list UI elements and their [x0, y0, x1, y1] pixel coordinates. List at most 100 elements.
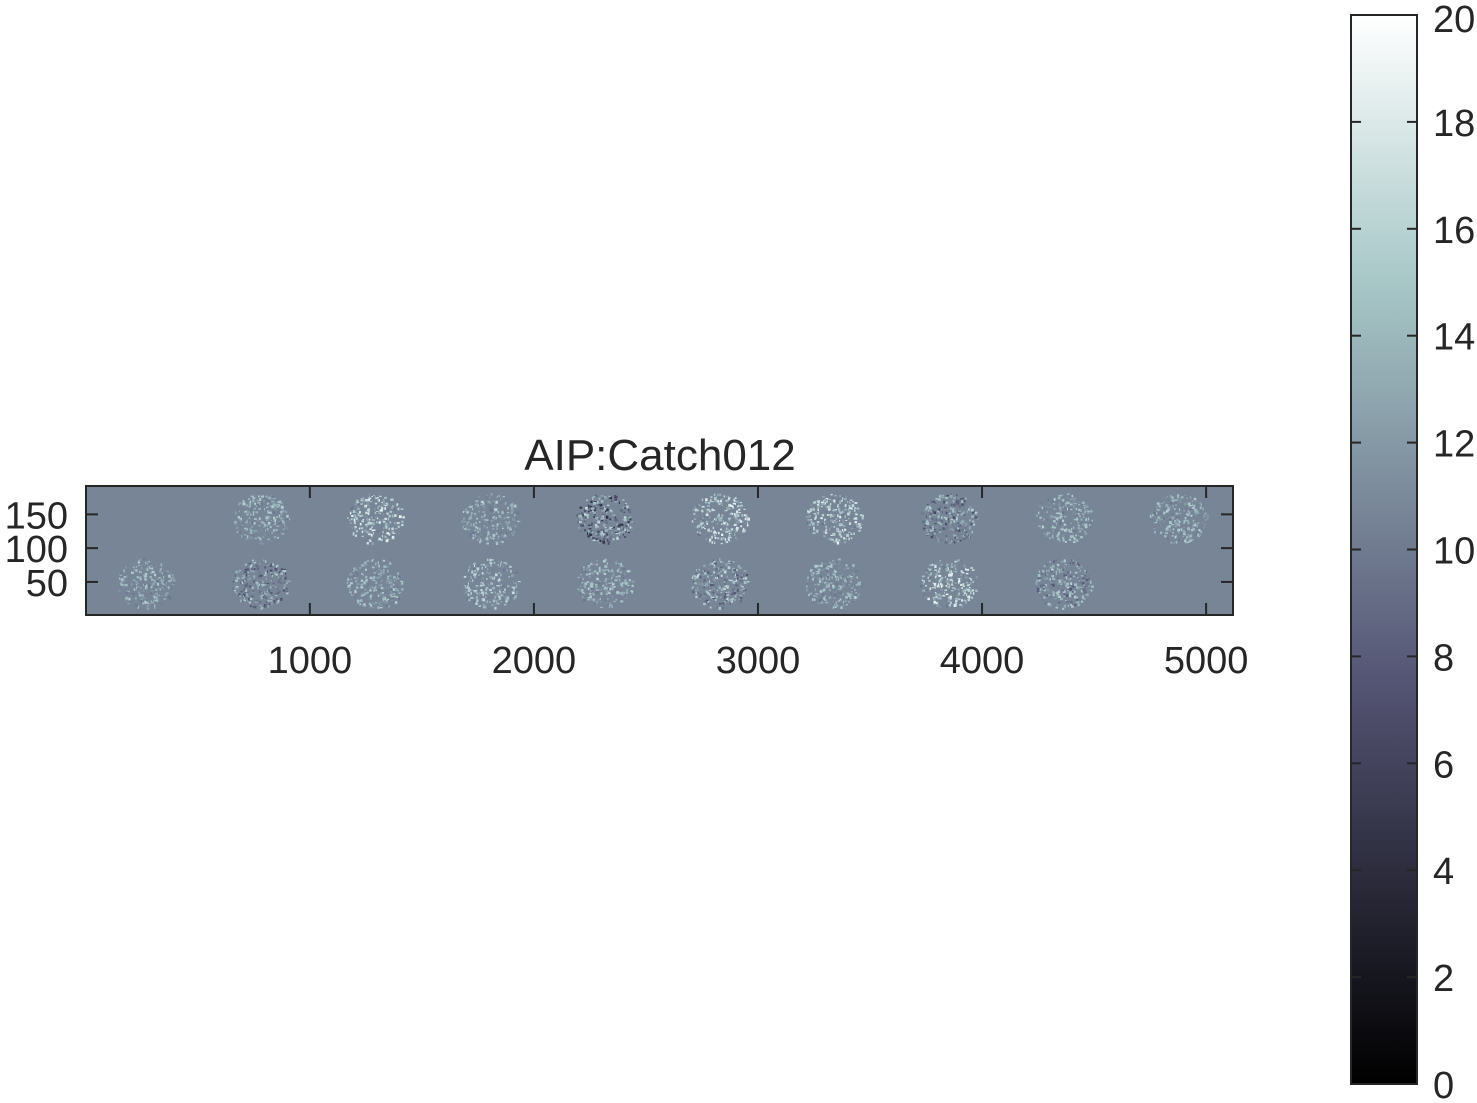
tile-pixel	[697, 581, 700, 584]
tile-pixel	[357, 600, 359, 604]
tile-pixel	[1044, 601, 1046, 605]
tile-pixel	[932, 582, 934, 584]
tile-pixel	[249, 597, 252, 601]
tile-pixel	[850, 577, 852, 581]
tile-pixel	[486, 591, 490, 594]
tile-pixel	[597, 572, 599, 575]
tile-pixel	[594, 603, 596, 606]
tile-pixel	[968, 526, 972, 530]
tile-pixel	[608, 600, 611, 602]
tile-pixel	[1159, 518, 1162, 522]
tile-pixel	[147, 592, 150, 594]
tile-pixel	[382, 600, 385, 603]
tile-pixel	[856, 576, 858, 578]
tile-pixel	[1066, 504, 1069, 506]
tile-pixel	[271, 586, 274, 589]
tile-pixel	[812, 598, 814, 601]
tile-pixel	[711, 533, 715, 537]
tile-pixel	[163, 576, 166, 580]
tile-pixel	[1154, 531, 1156, 534]
tile-pixel	[695, 573, 698, 576]
tile-pixel	[1149, 514, 1152, 518]
tile-pixel	[822, 503, 825, 506]
tile-pixel	[589, 595, 592, 599]
tile-pixel	[1183, 519, 1187, 522]
tile-pixel	[501, 534, 504, 536]
tile-pixel	[701, 522, 704, 525]
tile-pixel	[708, 540, 711, 543]
tile-pixel	[481, 517, 483, 521]
tile-pixel	[1087, 570, 1091, 572]
tile-pixel	[484, 513, 486, 516]
tile-pixel	[948, 599, 950, 603]
tile-pixel	[957, 529, 960, 532]
tile-pixel	[509, 528, 512, 531]
tile-pixel	[171, 577, 175, 580]
tile-pixel	[388, 527, 390, 531]
tile-pixel	[1156, 502, 1160, 505]
tile-pixel	[945, 567, 948, 571]
tile-pixel	[824, 502, 826, 506]
tile-pixel	[247, 590, 250, 592]
tile-pixel	[245, 584, 249, 587]
tile-pixel	[371, 542, 375, 546]
tile-pixel	[715, 496, 718, 499]
tile-pixel	[242, 503, 244, 506]
tile-pixel	[747, 581, 750, 583]
tile-pixel	[169, 579, 172, 582]
tile-pixel	[582, 516, 586, 519]
tile-pixel	[926, 503, 929, 507]
tile-pixel	[844, 498, 847, 501]
tile-pixel	[710, 521, 714, 523]
tile-pixel	[606, 538, 609, 542]
tile-pixel	[591, 510, 595, 513]
tile-pixel	[369, 595, 372, 598]
tile-pixel	[478, 507, 481, 510]
tile-pixel	[854, 589, 856, 591]
tile-pixel	[1081, 528, 1084, 530]
tile-pixel	[723, 495, 725, 498]
tile-pixel	[625, 524, 628, 527]
tile-pixel	[1039, 505, 1041, 508]
tile-pixel	[388, 533, 391, 535]
tile-pixel	[699, 594, 702, 596]
tile-pixel	[254, 502, 257, 505]
tile-pixel	[384, 495, 387, 498]
tile-pixel	[377, 573, 380, 575]
tile-pixel	[829, 561, 831, 564]
tile-pixel	[936, 596, 939, 600]
tile-pixel	[282, 510, 285, 512]
tile-pixel	[160, 588, 163, 590]
tile-pixel	[695, 595, 698, 599]
tile-pixel	[817, 500, 820, 503]
tile-pixel	[963, 502, 966, 504]
tile-pixel	[713, 578, 715, 581]
tile-pixel	[1039, 584, 1042, 587]
tile-pixel	[591, 536, 593, 539]
tile-pixel	[1089, 524, 1091, 527]
tile-pixel	[487, 605, 489, 609]
tile-pixel	[141, 567, 144, 569]
tile-pixel	[1053, 531, 1055, 534]
tile-pixel	[1061, 560, 1063, 563]
tile-pixel	[245, 579, 248, 581]
tile-pixel	[276, 602, 279, 604]
tile-pixel	[146, 587, 149, 589]
tile-pixel	[378, 584, 380, 587]
tile-pixel	[724, 585, 727, 588]
tile-pixel	[372, 523, 376, 526]
tile-pixel	[738, 519, 741, 522]
tile-pixel	[950, 572, 953, 576]
tile-pixel	[860, 523, 863, 526]
tile-pixel	[488, 531, 492, 534]
tile-pixel	[630, 526, 633, 530]
tile-pixel	[1056, 506, 1058, 509]
tile-pixel	[265, 593, 268, 596]
tile-pixel	[260, 529, 263, 532]
tile-pixel	[964, 497, 967, 500]
tile-pixel	[936, 585, 940, 588]
tile-pixel	[498, 515, 501, 518]
tile-pixel	[282, 569, 284, 573]
tile-pixel	[258, 495, 260, 498]
tile-pixel	[368, 538, 370, 541]
